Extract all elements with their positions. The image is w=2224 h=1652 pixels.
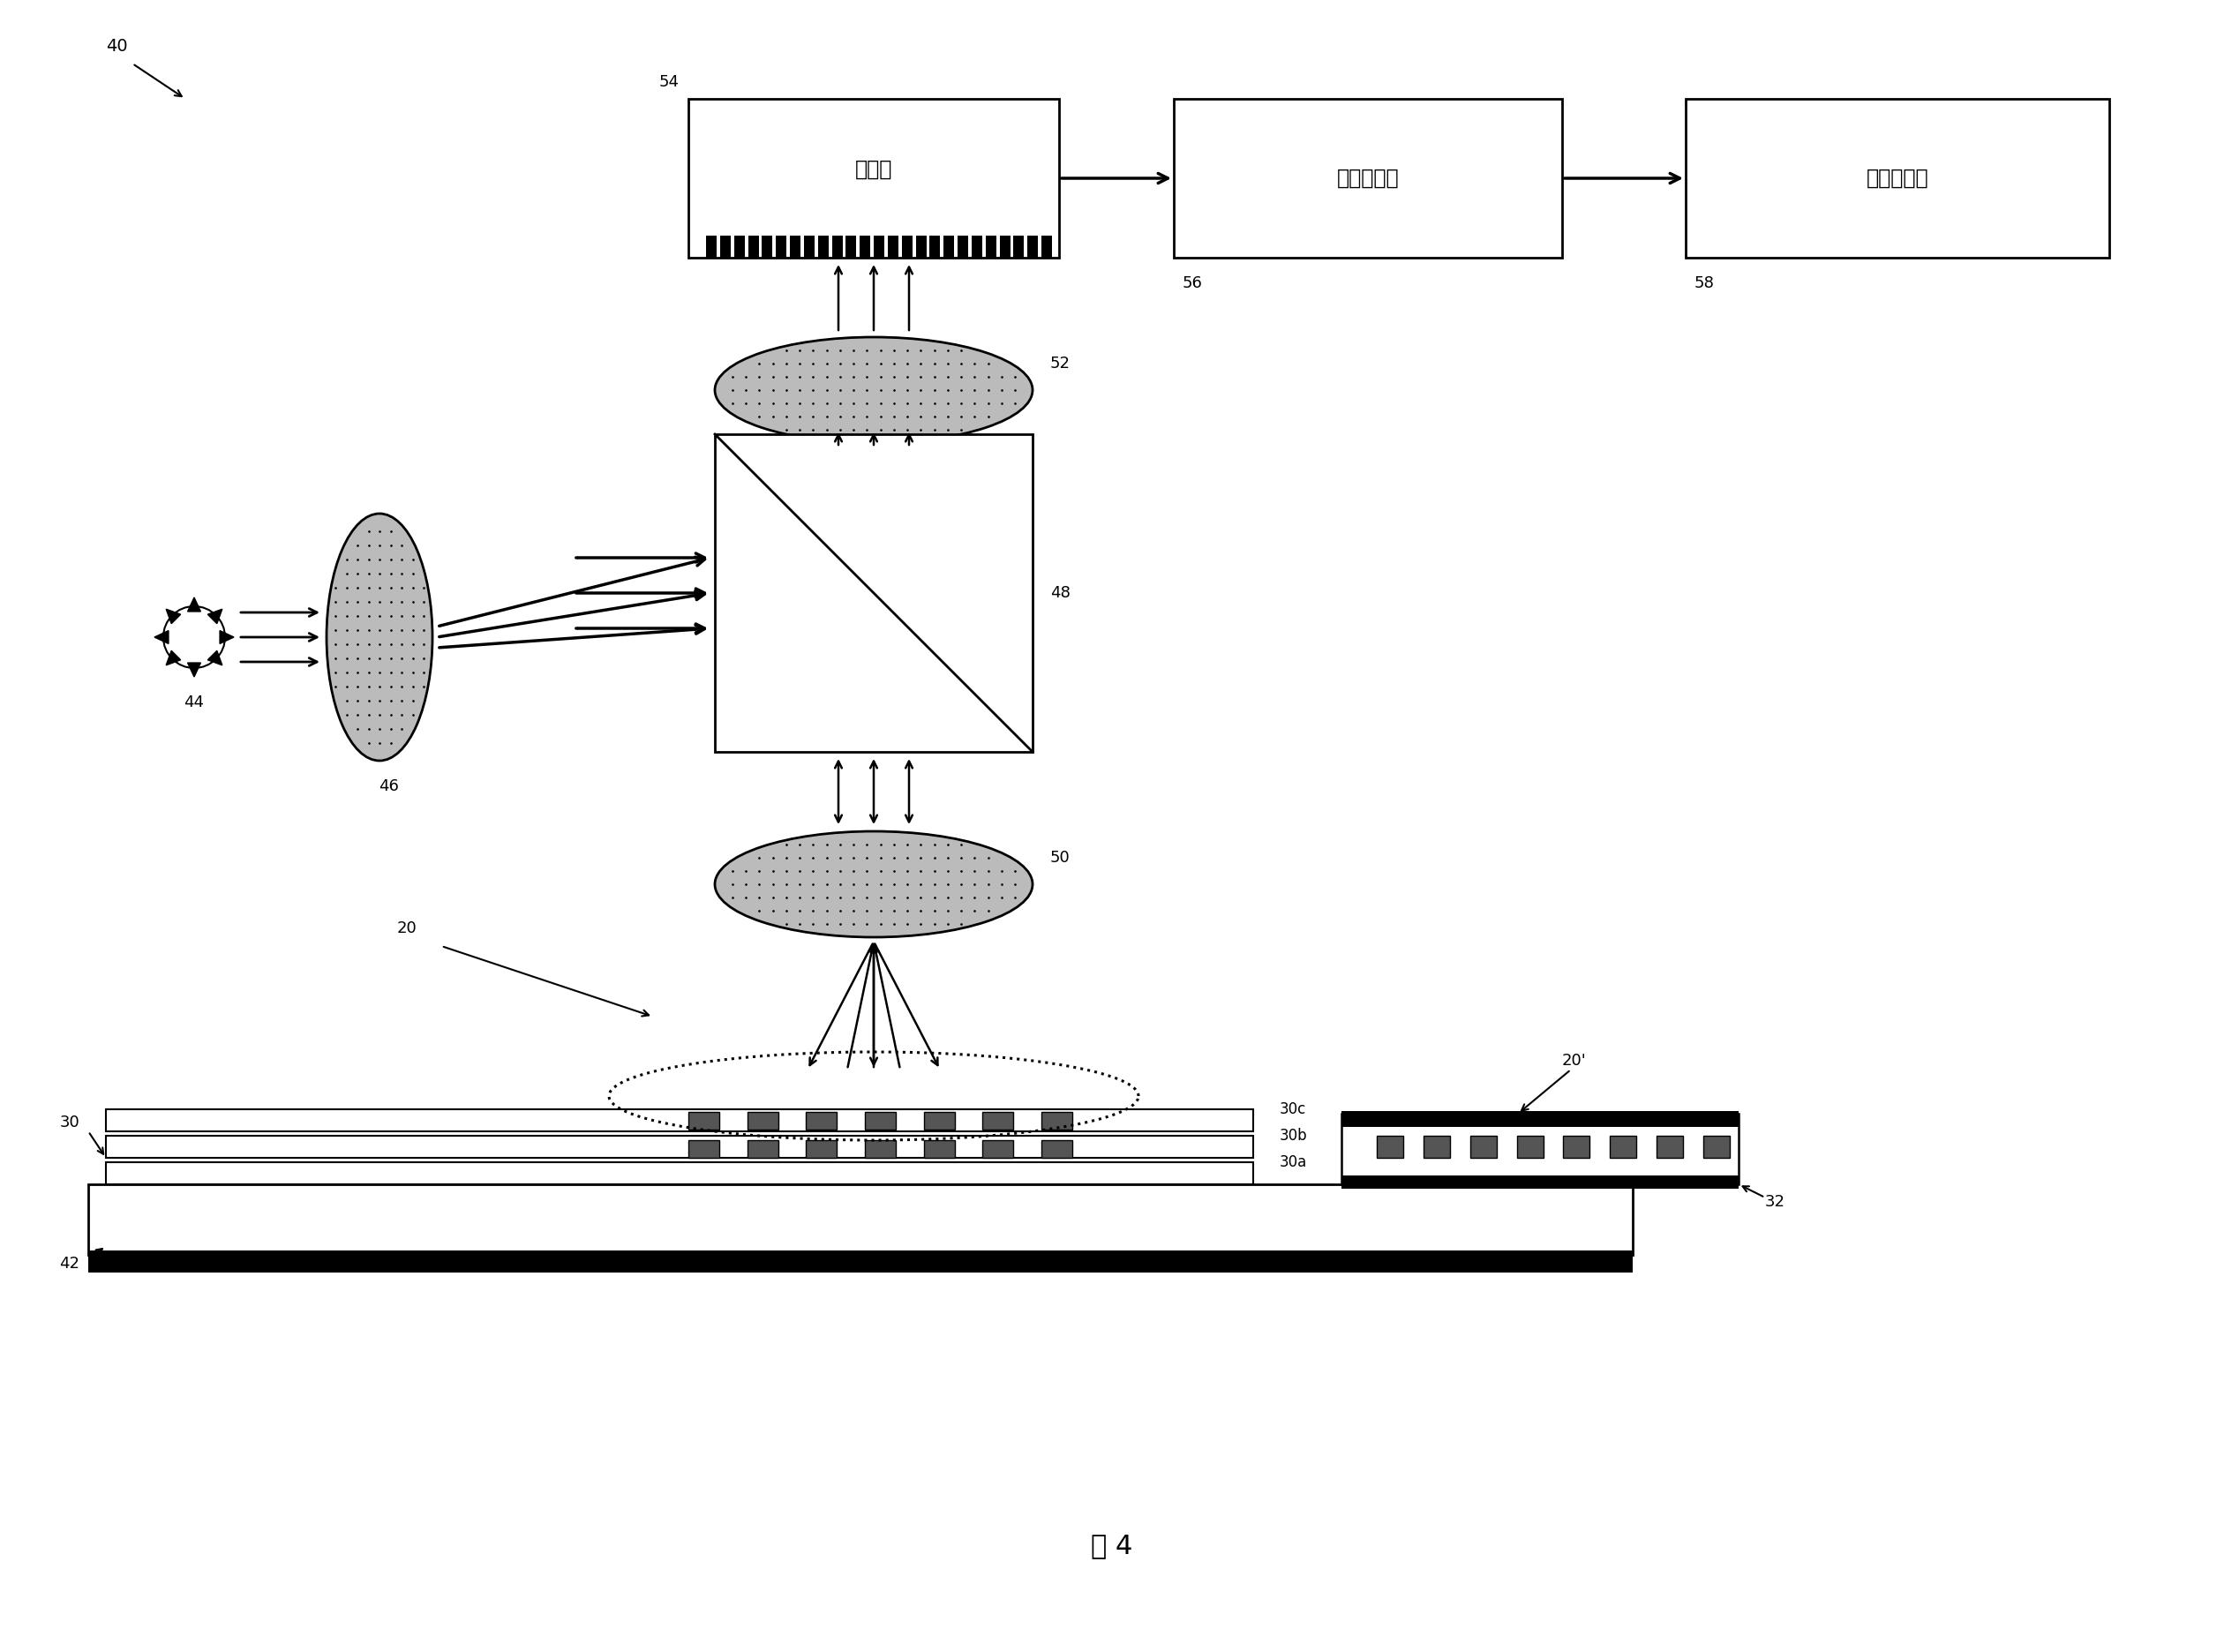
- Polygon shape: [167, 651, 180, 666]
- Bar: [776, 236, 787, 258]
- Bar: [818, 236, 827, 258]
- Bar: [983, 1140, 1014, 1158]
- Bar: [1657, 1135, 1684, 1158]
- Text: 20: 20: [398, 920, 418, 937]
- Bar: [832, 236, 843, 258]
- Bar: [916, 236, 925, 258]
- Bar: [763, 236, 772, 258]
- Bar: [1341, 1176, 1739, 1189]
- Text: 50: 50: [1050, 849, 1070, 866]
- Bar: [865, 1112, 896, 1130]
- Bar: [790, 236, 801, 258]
- Bar: [923, 1140, 954, 1158]
- Bar: [714, 434, 1032, 752]
- Bar: [959, 236, 967, 258]
- Bar: [861, 236, 870, 258]
- Polygon shape: [207, 651, 222, 666]
- Text: 图 4: 图 4: [1092, 1533, 1132, 1559]
- Bar: [1470, 1135, 1497, 1158]
- Bar: [107, 1163, 1252, 1184]
- Bar: [1423, 1135, 1450, 1158]
- Circle shape: [162, 606, 225, 667]
- Bar: [107, 1135, 1252, 1158]
- Bar: [734, 236, 745, 258]
- Text: 42: 42: [60, 1256, 80, 1272]
- Polygon shape: [167, 610, 180, 624]
- Text: 58: 58: [1695, 276, 1715, 291]
- Bar: [107, 1108, 1252, 1132]
- Bar: [1174, 99, 1561, 258]
- Bar: [1517, 1135, 1543, 1158]
- Text: 30b: 30b: [1279, 1128, 1308, 1143]
- Bar: [89, 1184, 1632, 1256]
- Polygon shape: [187, 598, 200, 611]
- Ellipse shape: [714, 337, 1032, 443]
- Bar: [999, 236, 1010, 258]
- Bar: [1014, 236, 1023, 258]
- Text: 46: 46: [378, 778, 398, 795]
- Bar: [1341, 1112, 1739, 1127]
- Bar: [1686, 99, 2108, 258]
- Bar: [983, 1112, 1014, 1130]
- Text: 44: 44: [185, 694, 205, 710]
- Bar: [689, 1140, 718, 1158]
- Text: 30a: 30a: [1279, 1155, 1308, 1170]
- Text: 52: 52: [1050, 355, 1070, 372]
- Text: 40: 40: [107, 38, 127, 55]
- Bar: [930, 236, 941, 258]
- Text: 图像处理器: 图像处理器: [1866, 167, 1928, 188]
- Polygon shape: [187, 662, 200, 677]
- Bar: [747, 1112, 778, 1130]
- Text: 32: 32: [1766, 1194, 1786, 1209]
- Bar: [1563, 1135, 1590, 1158]
- Bar: [943, 236, 954, 258]
- Bar: [805, 1140, 836, 1158]
- Bar: [689, 1112, 718, 1130]
- Polygon shape: [207, 610, 222, 624]
- Bar: [923, 1112, 954, 1130]
- Bar: [901, 236, 912, 258]
- Bar: [1377, 1135, 1403, 1158]
- Text: 图像采集器: 图像采集器: [1337, 167, 1399, 188]
- Bar: [1704, 1135, 1730, 1158]
- Bar: [874, 236, 885, 258]
- Text: 56: 56: [1183, 276, 1203, 291]
- Bar: [89, 1251, 1632, 1272]
- Text: 照相机: 照相机: [854, 159, 892, 180]
- Bar: [1041, 1140, 1072, 1158]
- Ellipse shape: [714, 831, 1032, 937]
- Bar: [1610, 1135, 1637, 1158]
- Bar: [1041, 1112, 1072, 1130]
- Text: 20': 20': [1561, 1052, 1586, 1069]
- Bar: [803, 236, 814, 258]
- Ellipse shape: [327, 514, 431, 760]
- Bar: [887, 236, 898, 258]
- Bar: [705, 236, 716, 258]
- Bar: [972, 236, 983, 258]
- Bar: [985, 236, 996, 258]
- Polygon shape: [153, 631, 169, 644]
- Bar: [721, 236, 732, 258]
- Bar: [1041, 236, 1052, 258]
- Bar: [689, 99, 1059, 258]
- Bar: [747, 1140, 778, 1158]
- Text: 30: 30: [60, 1115, 80, 1130]
- Text: 30c: 30c: [1279, 1102, 1305, 1117]
- Bar: [1027, 236, 1039, 258]
- Bar: [865, 1140, 896, 1158]
- Bar: [1341, 1113, 1739, 1184]
- Bar: [747, 236, 758, 258]
- Text: 48: 48: [1050, 585, 1070, 601]
- Bar: [805, 1112, 836, 1130]
- Polygon shape: [220, 631, 234, 644]
- Text: 54: 54: [658, 74, 681, 89]
- Bar: [845, 236, 856, 258]
